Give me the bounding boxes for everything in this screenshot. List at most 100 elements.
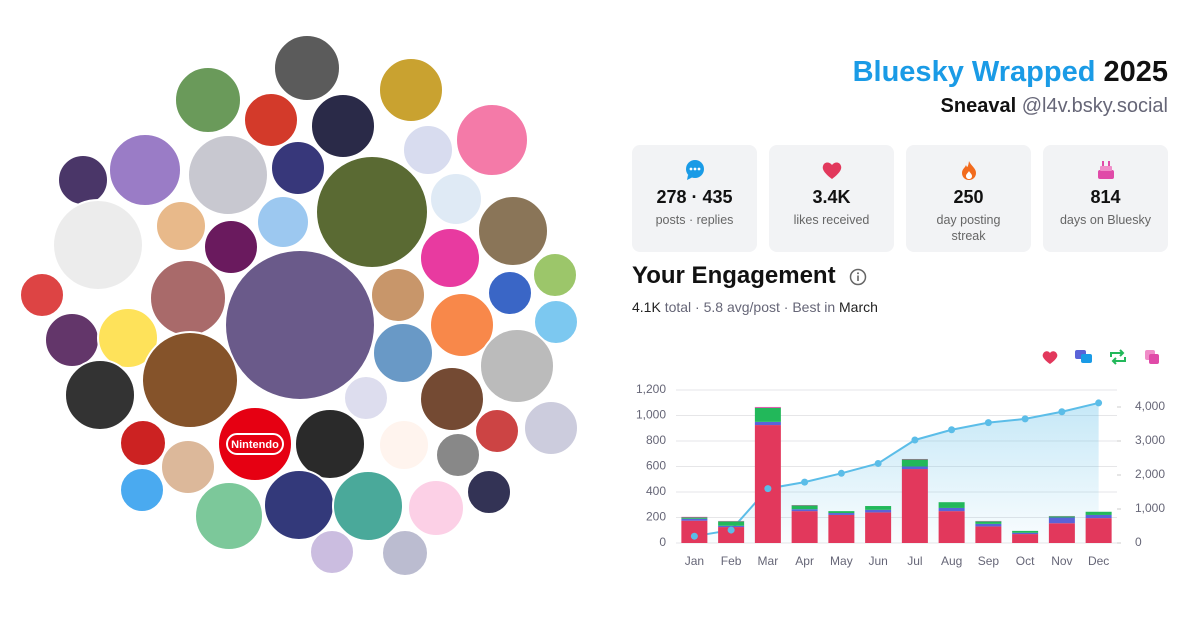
summary-best: March: [839, 299, 878, 315]
engagement-title: Your Engagement: [632, 262, 836, 289]
y2-tick-label: 0: [1135, 535, 1142, 549]
avatar: [372, 322, 434, 384]
avatar: [203, 219, 259, 275]
line-point: [948, 426, 956, 434]
stat-value: 814: [1090, 187, 1121, 207]
bar-segment: [938, 511, 965, 543]
avatar: [119, 419, 167, 467]
avatar: [370, 267, 426, 323]
avatar: [381, 529, 429, 577]
x-tick-label: Jan: [685, 554, 704, 568]
bar-segment: [938, 502, 965, 508]
bar-segment: [1012, 532, 1039, 535]
stat-value: 3.4K: [812, 187, 851, 207]
bar-segment: [1012, 530, 1039, 533]
stat-card: 3.4K likes received: [769, 145, 894, 252]
line-point: [764, 485, 772, 493]
line-point: [837, 469, 845, 477]
avatar: [487, 270, 533, 316]
avatar: [429, 172, 483, 226]
avatar: [378, 57, 444, 123]
avatar: [108, 133, 182, 207]
stat-cards: 278 · 435 posts · replies 3.4K likes rec…: [632, 145, 1168, 252]
y2-tick-label: 4,000: [1135, 399, 1165, 413]
avatar: [270, 140, 326, 196]
summary: 4.1K total · 5.8 avg/post · Best in Marc…: [632, 299, 878, 315]
avatar: [160, 439, 216, 495]
avatar: [532, 252, 578, 298]
bar-segment: [718, 525, 745, 528]
bar-segment: [975, 523, 1002, 527]
legend-likes[interactable]: [1042, 351, 1058, 364]
bar-segment: [828, 513, 855, 515]
line-point: [1058, 408, 1066, 416]
bar-segment: [1048, 516, 1075, 518]
bar-segment: [975, 521, 1002, 524]
avatar: [474, 408, 520, 454]
section-title: Your Engagement: [632, 262, 868, 290]
user: Sneaval @l4v.bsky.social: [941, 95, 1168, 118]
line-point: [1095, 399, 1103, 407]
legend-replies[interactable]: [1075, 350, 1092, 363]
avatar: [64, 359, 136, 431]
stat-card: 250 day posting streak: [906, 145, 1031, 252]
bar-segment: [681, 517, 708, 519]
avatar: [52, 199, 144, 291]
avatar: [155, 200, 207, 252]
line-point: [690, 532, 698, 540]
avatar: [429, 292, 495, 358]
legend-reposts[interactable]: [1110, 349, 1126, 365]
line-point: [874, 459, 882, 467]
stat-card: 814 days on Bluesky: [1043, 145, 1168, 252]
icon-flame: [961, 161, 976, 180]
avatar: [402, 124, 454, 176]
y-tick-label: 400: [646, 484, 666, 498]
x-tick-label: Aug: [941, 554, 962, 568]
bar-segment: [901, 469, 928, 543]
y-tick-label: 0: [659, 535, 666, 549]
avatar-collage: Nintendo: [19, 34, 579, 577]
avatar: [332, 470, 404, 542]
bar-segment: [901, 466, 928, 470]
avatar: [19, 272, 65, 318]
bar-segment: [865, 509, 892, 513]
bar-segment: [754, 407, 781, 422]
handle: @l4v.bsky.social: [1021, 95, 1168, 117]
avatar: [523, 400, 579, 456]
bar-segment: [681, 518, 708, 521]
x-tick-label: Sep: [978, 554, 1000, 568]
stat-label: likes received: [793, 213, 870, 227]
bar-segment: [1012, 534, 1039, 543]
y-tick-label: 1,200: [636, 382, 666, 396]
avatar: [294, 408, 366, 480]
avatar: [256, 195, 310, 249]
x-tick-label: Jun: [868, 554, 887, 568]
x-tick-label: Nov: [1051, 554, 1072, 568]
bar-segment: [718, 521, 745, 526]
avatar: [97, 307, 159, 369]
avatar: [435, 432, 481, 478]
bar-segment: [754, 421, 781, 426]
x-tick-label: Jul: [907, 554, 922, 568]
bar-segment: [681, 516, 708, 518]
avatar: [479, 328, 555, 404]
y-tick-label: 1,000: [636, 408, 666, 422]
stat-card: 278 · 435 posts · replies: [632, 145, 757, 252]
bar-segment: [1048, 517, 1075, 524]
title: Bluesky Wrapped 2025: [853, 56, 1168, 89]
stat-label: day posting streak: [936, 213, 1001, 243]
bar-segment: [718, 527, 745, 543]
stat-value: 250: [953, 187, 984, 207]
bar-segment: [1085, 518, 1112, 543]
legend-quotes[interactable]: [1145, 350, 1159, 364]
logo-frame: [226, 433, 284, 455]
x-tick-label: Oct: [1016, 554, 1035, 568]
display-name: Sneaval: [940, 95, 1017, 117]
bar-segment: [791, 511, 818, 543]
bar-segment: [865, 506, 892, 510]
bar-segment: [681, 520, 708, 543]
avatar: [224, 249, 376, 401]
icon-heart: [822, 162, 841, 179]
info-icon[interactable]: [848, 267, 868, 287]
